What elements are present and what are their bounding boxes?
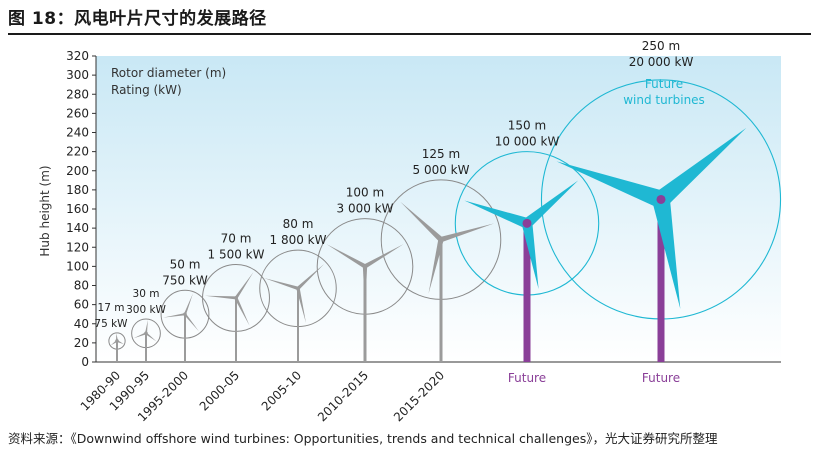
blade	[428, 238, 444, 294]
blade	[183, 293, 193, 315]
y-tick-label: 120	[66, 240, 89, 254]
rotor-diameter-label: 30 m	[133, 288, 160, 300]
blade	[184, 313, 199, 332]
future-note: Future	[645, 77, 683, 91]
blade	[234, 272, 254, 299]
y-tick-label: 280	[66, 87, 89, 101]
y-tick-label: 240	[66, 126, 89, 140]
blade	[655, 127, 747, 207]
chart: 0 20 40 60 80 100 120 140 160 180 200 220 240 260 280 3…	[38, 39, 782, 424]
tower	[116, 340, 118, 362]
rating-label: 300 kW	[126, 304, 166, 316]
rotor-diameter-label: 100 m	[346, 186, 384, 200]
blade	[163, 313, 186, 318]
legend-rotor-diameter: Rotor diameter (m)	[111, 66, 226, 80]
tower	[145, 333, 147, 362]
x-tick-label: Future	[508, 371, 546, 385]
hub	[234, 296, 238, 300]
tower	[523, 223, 531, 362]
y-tick-label: 300	[66, 68, 89, 82]
rotor-diameter-label: 125 m	[422, 147, 460, 161]
blade	[652, 197, 681, 309]
hub	[522, 218, 532, 228]
hub	[115, 339, 119, 343]
blade	[145, 332, 157, 342]
hub	[296, 286, 300, 291]
y-tick-label: 80	[74, 279, 89, 293]
x-tick-label: 2000-05	[197, 368, 242, 413]
blade	[263, 277, 299, 291]
rating-label: 750 kW	[162, 273, 208, 287]
legend-rating: Rating (kW)	[111, 83, 182, 97]
title-divider	[8, 33, 811, 35]
y-tick-label: 60	[74, 298, 89, 312]
y-axis-label: Hub height (m)	[38, 165, 52, 256]
tower	[235, 297, 237, 362]
x-tick-label: 2005-10	[259, 368, 304, 413]
x-tick-label: 2010-2015	[315, 368, 371, 424]
y-tick-label: 180	[66, 183, 89, 197]
blade	[133, 332, 147, 339]
rating-label: 75 kW	[94, 318, 128, 330]
blade	[204, 295, 237, 300]
tower	[184, 314, 186, 362]
rotor-diameter-label: 250 m	[642, 39, 680, 53]
rating-label: 1 500 kW	[208, 247, 265, 261]
blade	[521, 222, 539, 290]
blade	[145, 320, 148, 334]
y-tick-label: 140	[66, 221, 89, 235]
hub	[439, 237, 443, 242]
blade	[556, 161, 665, 208]
blade	[116, 333, 118, 342]
blade	[296, 264, 325, 290]
rotor-diameter-label: 70 m	[221, 231, 252, 245]
rating-label: 10 000 kW	[495, 135, 560, 149]
hub	[656, 194, 666, 204]
blade	[464, 200, 529, 229]
hub	[144, 331, 148, 336]
rating-label: 3 000 kW	[337, 202, 394, 216]
source-note: 资料来源：《Downwind offshore wind turbines: O…	[8, 431, 718, 446]
tower	[439, 239, 443, 362]
x-tick-label: 2015-2020	[391, 368, 447, 424]
y-tick-label: 220	[66, 145, 89, 159]
x-tick-label: Future	[642, 371, 680, 385]
blade	[234, 297, 250, 326]
y-tick-label: 200	[66, 164, 89, 178]
y-tick-label: 40	[74, 317, 89, 331]
rotor-diameter-label: 150 m	[508, 119, 546, 133]
blade	[326, 244, 367, 269]
tower	[297, 288, 299, 362]
figure-title: 图 18：风电叶片尺寸的发展路径	[8, 9, 267, 29]
rotor-diameter-label: 17 m	[98, 302, 125, 314]
y-tick-label: 0	[81, 355, 89, 369]
tower	[657, 199, 665, 362]
y-tick-label: 160	[66, 202, 89, 216]
y-tick-label: 20	[74, 336, 89, 350]
blade	[440, 223, 495, 243]
hub	[183, 312, 187, 316]
rating-label: 5 000 kW	[413, 163, 470, 177]
y-tick-label: 100	[66, 259, 89, 273]
blade	[362, 266, 368, 311]
rotor-diameter-label: 80 m	[283, 217, 314, 231]
blade	[296, 287, 307, 324]
future-note: wind turbines	[623, 93, 705, 107]
blade	[523, 180, 579, 228]
blade	[400, 201, 443, 242]
rating-label: 1 800 kW	[270, 233, 327, 247]
blade	[363, 244, 404, 269]
rating-label: 20 000 kW	[629, 55, 694, 69]
y-tick-label: 320	[66, 49, 89, 63]
hub	[363, 264, 367, 269]
rotor-diameter-label: 50 m	[170, 257, 201, 271]
tower	[363, 266, 367, 362]
y-tick-label: 260	[66, 106, 89, 120]
